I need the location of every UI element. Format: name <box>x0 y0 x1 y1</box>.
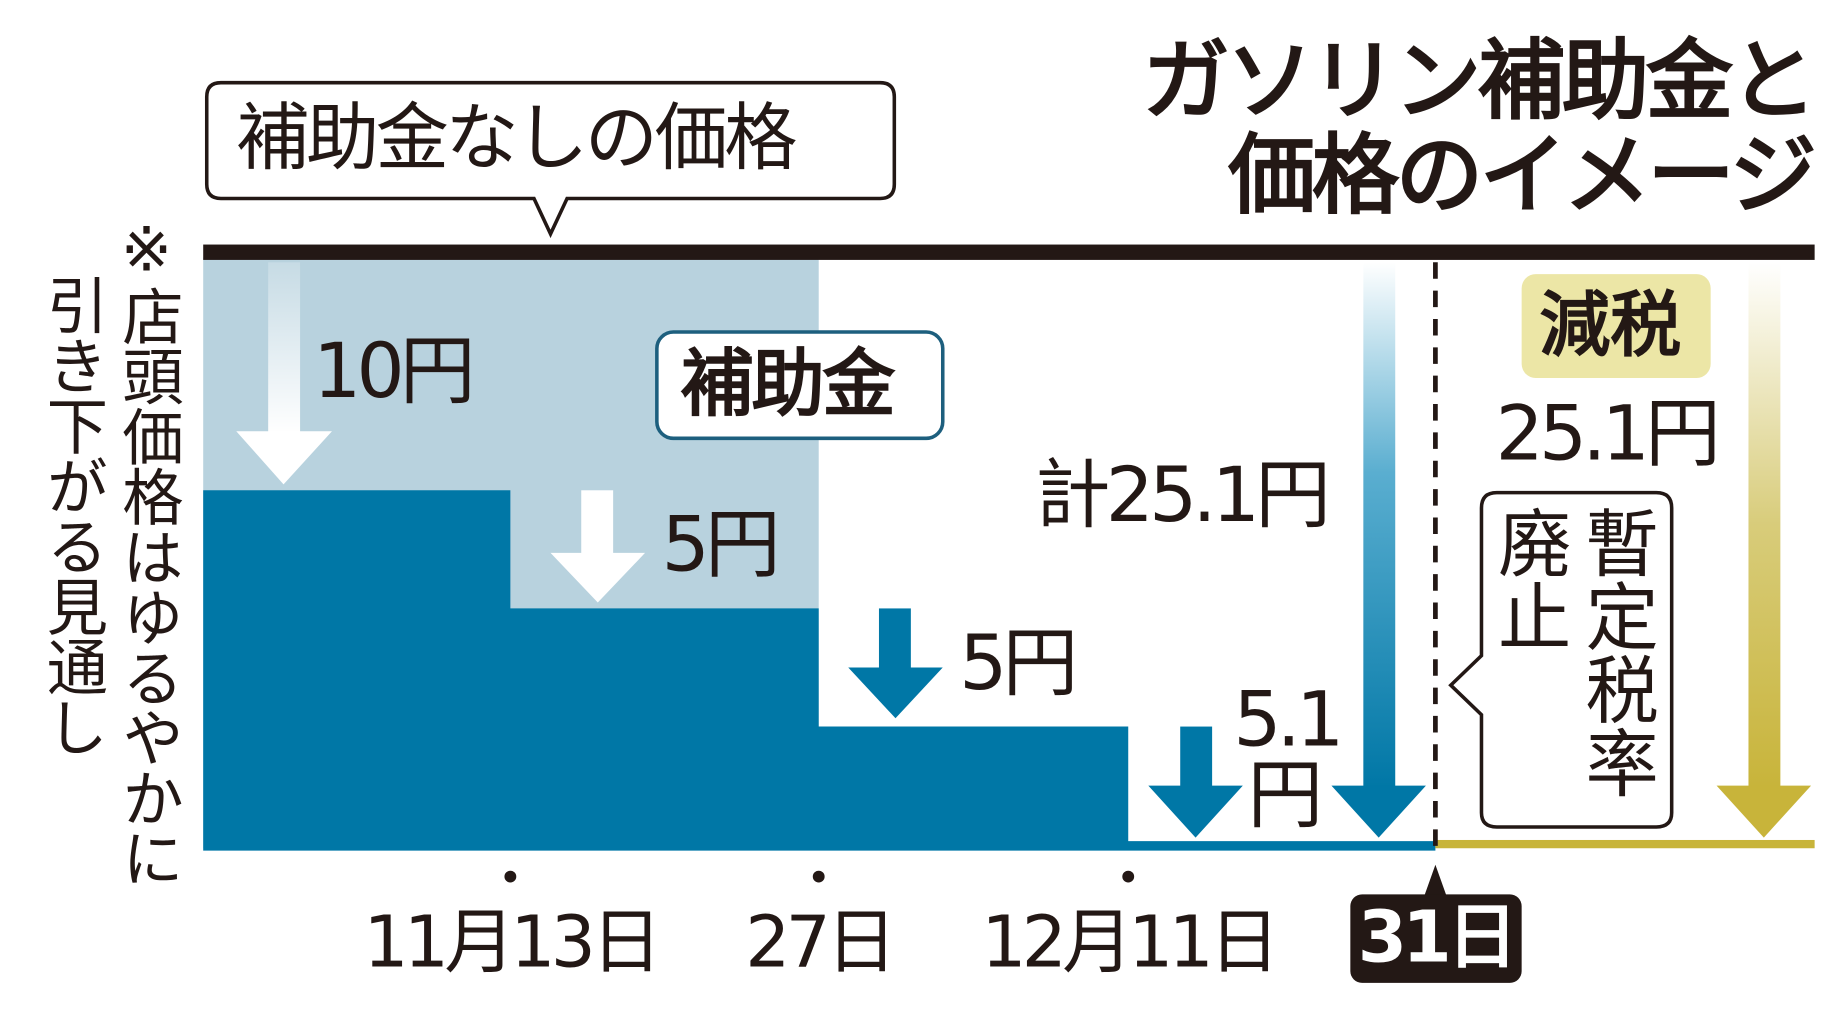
dec31-pointer-icon <box>1423 864 1448 898</box>
note-column-1: ※店頭価格はゆるやかに <box>111 215 182 888</box>
arrow-down-icon <box>1148 726 1243 838</box>
step-3-label: 5円 <box>959 620 1078 708</box>
no-subsidy-callout-box <box>204 80 897 239</box>
tax-arrow-down-icon <box>1716 262 1812 838</box>
title-line-2: 価格のイメージ <box>1228 125 1817 227</box>
title-line-1: ガソリン補助金と <box>1142 30 1817 133</box>
step-1-label: 10円 <box>313 328 475 416</box>
step-2-label: 5円 <box>661 502 781 590</box>
subsidized-price-steps <box>203 490 1436 851</box>
tax-callout-column-2: 廃止 <box>1485 505 1572 653</box>
no-subsidy-callout-text: 補助金なしの価格 <box>236 94 797 181</box>
arrow-down-icon <box>236 262 332 485</box>
step-4-label-line-1: 5.1 <box>1233 676 1344 765</box>
tax-cut-badge <box>1521 274 1711 379</box>
tick-dot <box>1122 870 1135 883</box>
date-label: 11月13日 <box>363 901 662 985</box>
tick-dot <box>812 870 825 883</box>
tax-abolition-callout-box <box>1448 490 1674 829</box>
tax-cut-amount: 25.1円 <box>1495 391 1721 479</box>
subsidy-label-box <box>655 330 945 441</box>
dec31-badge <box>1350 894 1522 983</box>
pre-subsidy-price-line <box>203 244 1815 260</box>
total-subsidy-label: 計25.1円 <box>1034 452 1331 540</box>
tax-cut-badge-text: 減税 <box>1539 284 1682 368</box>
date-label: 12月11日 <box>981 901 1280 985</box>
arrow-down-icon <box>550 490 646 603</box>
note-column-2: 引き下がる見通し <box>35 274 107 757</box>
tax-cut-baseline <box>1435 839 1815 849</box>
total-arrow-down-icon <box>1331 262 1426 838</box>
tick-dot <box>504 870 517 883</box>
subsidy-label: 補助金 <box>680 340 895 427</box>
date-label-dec31: 31日 <box>1357 896 1518 980</box>
arrow-down-icon <box>848 608 943 719</box>
step-4-label-line-2: 円 <box>1247 752 1324 840</box>
tax-callout-column-1: 暫定税率 <box>1572 505 1659 799</box>
date-label: 27日 <box>745 901 897 985</box>
